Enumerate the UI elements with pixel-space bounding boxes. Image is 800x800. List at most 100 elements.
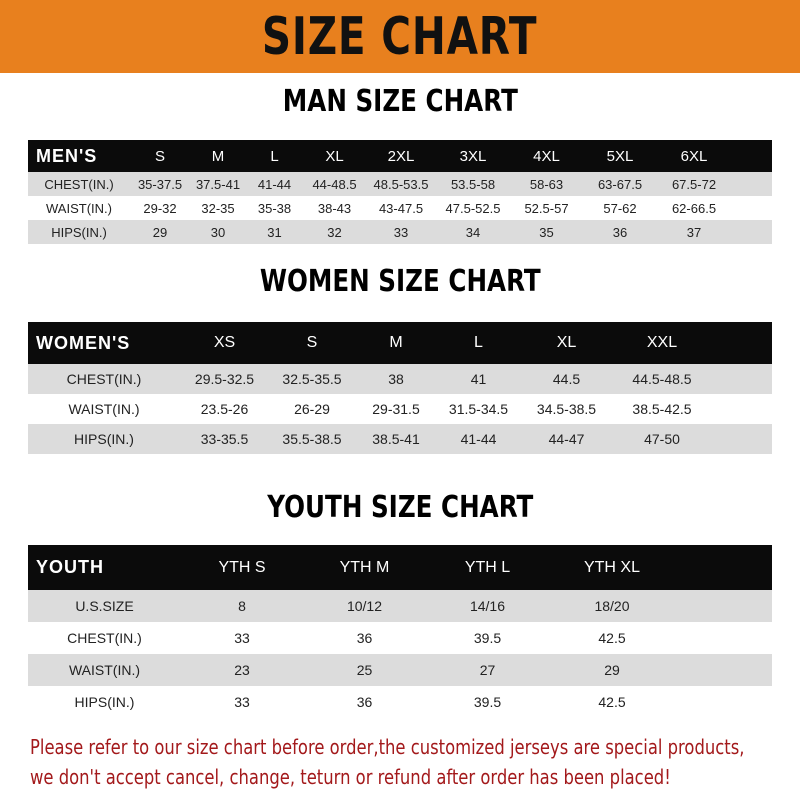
cell: 41-44 (257, 176, 292, 192)
cell: 32 (327, 224, 342, 240)
cell: 39.5 (473, 694, 502, 710)
table-row: CHEST(IN.) 33 36 39.5 42.5 (28, 622, 772, 654)
cell: YTH S (218, 558, 266, 576)
row-label: HIPS(IN.) (74, 694, 135, 710)
cell: 33 (234, 630, 250, 646)
row-label: MEN'S (36, 145, 98, 166)
cell: 31 (267, 224, 282, 240)
cell: 48.5-53.5 (373, 176, 429, 192)
cell: 23.5-26 (200, 401, 249, 417)
row-label: CHEST(IN.) (67, 630, 142, 646)
cell: 42.5 (598, 630, 626, 646)
cell: 33-35.5 (200, 431, 249, 447)
cell: 57-62 (603, 200, 637, 216)
cell: 23 (234, 662, 250, 678)
cell: 44.5-48.5 (632, 371, 692, 387)
row-label: HIPS(IN.) (51, 224, 107, 240)
cell: 4XL (533, 147, 560, 165)
cell: YTH L (464, 558, 511, 576)
cell: 38.5-42.5 (632, 401, 692, 417)
cell: 36 (356, 630, 373, 646)
cell: 10/12 (346, 598, 383, 614)
table-row: WAIST(IN.) 23 25 27 29 (28, 654, 772, 686)
cell: S (306, 334, 318, 351)
table-header-row: MEN'S S M L XL 2XL 3XL 4XL 5XL 6XL (28, 140, 772, 172)
cell: 67.5-72 (671, 176, 717, 192)
row-label: CHEST(IN.) (66, 371, 142, 387)
cell: M (211, 147, 225, 165)
cell: 35-38 (257, 200, 292, 216)
cell: 53.5-58 (450, 176, 496, 192)
cell: 30 (210, 224, 226, 240)
cell: 47-50 (644, 431, 680, 447)
table-header-row: WOMEN'S XS S M L XL XXL (28, 322, 772, 364)
table-row: CHEST(IN.) 35-37.5 37.5-41 41-44 44-48.5 48.5… (28, 172, 772, 196)
cell: M (389, 334, 403, 351)
cell: 52.5-57 (524, 200, 569, 216)
cell: 62-66.5 (671, 200, 717, 216)
cell: 37 (686, 224, 702, 240)
cell: L (270, 147, 279, 165)
table-row: U.S.SIZE 8 10/12 14/16 18/20 (28, 590, 772, 622)
cell: 36 (356, 694, 373, 710)
women-title: WOMEN SIZE CHART (0, 264, 800, 299)
cell: 39.5 (473, 630, 502, 646)
cell: 32-35 (201, 200, 235, 216)
cell: 32.5-35.5 (282, 371, 342, 387)
cell: 35 (539, 224, 554, 240)
cell: XL (325, 147, 344, 165)
cell: 8 (238, 598, 246, 614)
cell: XS (213, 334, 236, 351)
cell: 36 (612, 224, 628, 240)
cell: 3XL (459, 147, 487, 165)
cell: 35.5-38.5 (282, 431, 342, 447)
cell: 47.5-52.5 (445, 200, 501, 216)
cell: 29 (152, 224, 168, 240)
cell: 44-48.5 (312, 176, 357, 192)
cell: XL (556, 334, 577, 351)
youth-size-table: YOUTH YTH S YTH M YTH L YTH XL U.S.SIZE 8 10/12… (28, 545, 772, 718)
women-size-table: WOMEN'S XS S M L XL XXL CHEST(IN.) 29.5-32.5 32.5… (28, 322, 772, 454)
table-row: HIPS(IN.) 33 36 39.5 42.5 (28, 686, 772, 718)
table-row: CHEST(IN.) 29.5-32.5 32.5-35.5 38 41 44.5 44.5… (28, 364, 772, 394)
cell: 29 (604, 662, 620, 678)
disclaimer-line-1: Please refer to our size chart before or… (30, 735, 745, 759)
cell: 35-37.5 (137, 176, 183, 192)
row-label: CHEST(IN.) (44, 176, 114, 192)
cell: YTH M (339, 558, 390, 576)
cell: 38 (388, 371, 404, 387)
cell: 14/16 (469, 598, 506, 614)
cell: 38.5-41 (372, 431, 420, 447)
cell: 63-67.5 (597, 176, 643, 192)
table-row: HIPS(IN.) 33-35.5 35.5-38.5 38.5-41 41-44 44-… (28, 424, 772, 454)
cell: 43-47.5 (378, 200, 424, 216)
cell: 2XL (387, 147, 415, 165)
cell: 25 (356, 662, 373, 678)
table-row: WAIST(IN.) 23.5-26 26-29 29-31.5 31.5-34.5 34… (28, 394, 772, 424)
table-header-row: YOUTH YTH S YTH M YTH L YTH XL (28, 545, 772, 590)
cell: 5XL (606, 147, 634, 165)
cell: 29-32 (143, 200, 177, 216)
men-title-text: MAN SIZE CHART (282, 84, 518, 119)
cell: 44.5 (552, 371, 581, 387)
cell: 41 (470, 371, 487, 387)
cell: 26-29 (294, 401, 330, 417)
table-row: HIPS(IN.) 29 30 31 32 33 34 35 36 37 (28, 220, 772, 244)
row-label: YOUTH (36, 557, 104, 577)
women-title-text: WOMEN SIZE CHART (259, 264, 541, 299)
men-title: MAN SIZE CHART (0, 84, 800, 119)
cell: 27 (479, 662, 496, 678)
banner-title: SIZE CHART (262, 6, 538, 67)
cell: 33 (234, 694, 250, 710)
cell: 18/20 (594, 598, 630, 614)
cell: S (154, 147, 165, 165)
cell: 6XL (680, 147, 708, 165)
youth-title-text: YOUTH SIZE CHART (266, 490, 534, 525)
cell: XXL (646, 334, 678, 351)
cell: 44-47 (548, 431, 585, 447)
youth-title: YOUTH SIZE CHART (0, 490, 800, 525)
row-label: WAIST(IN.) (46, 200, 112, 216)
size-chart-banner: SIZE CHART (0, 0, 800, 73)
cell: L (474, 334, 483, 351)
cell: 33 (393, 224, 409, 240)
